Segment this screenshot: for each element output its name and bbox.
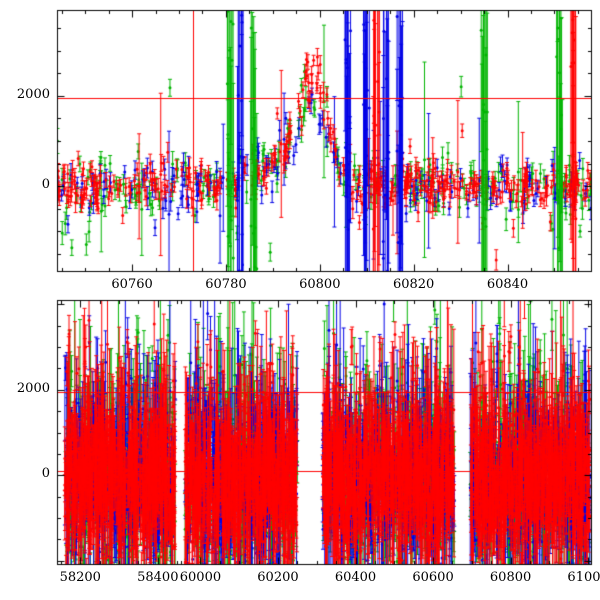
light-curve-canvas [0,0,600,600]
figure: 60760 60780 60800 60820 60840 0 2000 58200 58400… [0,0,600,600]
